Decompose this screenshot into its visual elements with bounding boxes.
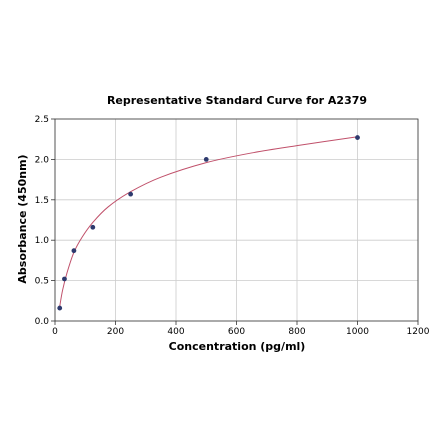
data-points [57, 135, 360, 311]
y-axis-ticks: 0.0 0.5 1.0 1.5 2.0 2.5 [35, 115, 55, 327]
data-point [355, 135, 360, 140]
y-tick-label: 1.0 [35, 236, 50, 246]
data-point [203, 157, 209, 162]
y-tick-label: 0.5 [35, 277, 49, 287]
x-tick-label: 1000 [346, 327, 369, 337]
x-tick-label: 800 [288, 327, 305, 337]
y-axis-label: Absorbance (450nm) [16, 154, 29, 283]
x-axis-ticks: 0 200 400 600 800 1000 1200 [52, 321, 430, 337]
y-tick-label: 0.0 [35, 317, 50, 327]
data-point [90, 224, 96, 230]
data-point [57, 305, 63, 311]
y-tick-label: 2.5 [35, 115, 49, 125]
x-tick-label: 600 [228, 327, 245, 337]
chart-title: Representative Standard Curve for A2379 [107, 94, 367, 107]
x-tick-label: 200 [107, 327, 124, 337]
x-axis-label: Concentration (pg/ml) [169, 340, 306, 353]
data-point [71, 248, 77, 254]
fit-curve-line [59, 136, 358, 307]
data-point [62, 276, 67, 282]
y-tick-label: 2.0 [35, 155, 50, 165]
x-tick-label: 0 [52, 327, 58, 337]
x-tick-label: 400 [167, 327, 184, 337]
grid-lines [54, 118, 419, 322]
y-tick-label: 1.5 [35, 196, 49, 206]
x-tick-label: 1200 [407, 327, 430, 337]
data-point [128, 191, 134, 197]
